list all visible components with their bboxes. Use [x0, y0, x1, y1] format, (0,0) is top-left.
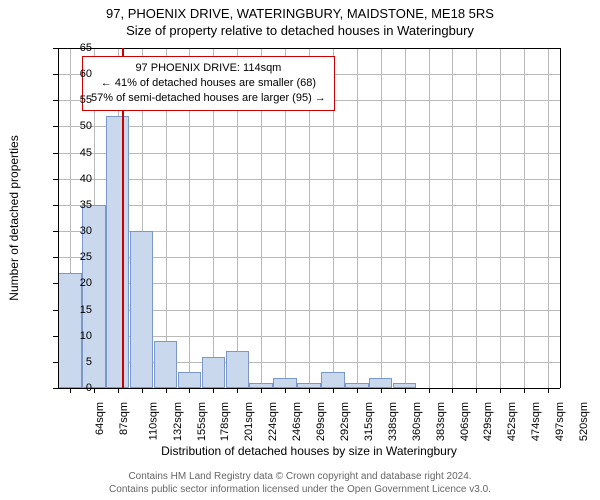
- annotation-line: 97 PHOENIX DRIVE: 114sqm: [91, 61, 326, 76]
- x-tick-label: 155sqm: [196, 402, 208, 441]
- gridline-vertical: [548, 48, 549, 388]
- x-tick-label: 338sqm: [387, 402, 399, 441]
- x-tick-label: 360sqm: [411, 402, 423, 441]
- x-tick-label: 132sqm: [172, 402, 184, 441]
- chart-title-line1: 97, PHOENIX DRIVE, WATERINGBURY, MAIDSTO…: [0, 6, 600, 21]
- x-tick-label: 497sqm: [554, 402, 566, 441]
- x-tick-label: 110sqm: [147, 402, 159, 440]
- histogram-bar: [130, 231, 153, 388]
- histogram-bar: [273, 378, 296, 388]
- y-tick-label: 35: [52, 199, 92, 211]
- histogram-bar: [178, 372, 201, 388]
- footer-attribution: Contains HM Land Registry data © Crown c…: [0, 470, 600, 496]
- gridline-vertical: [476, 48, 477, 388]
- y-tick-label: 30: [52, 225, 92, 237]
- annotation-callout: 97 PHOENIX DRIVE: 114sqm← 41% of detache…: [82, 56, 335, 111]
- x-tick-label: 224sqm: [267, 402, 279, 441]
- x-tick-label: 246sqm: [291, 402, 303, 441]
- y-axis-label: Number of detached properties: [7, 135, 21, 300]
- gridline-vertical: [381, 48, 382, 388]
- histogram-bar: [154, 341, 177, 388]
- y-tick-label: 60: [52, 68, 92, 80]
- x-axis-line: [58, 388, 560, 389]
- x-tick-label: 429sqm: [483, 402, 495, 441]
- annotation-line: 57% of semi-detached houses are larger (…: [91, 91, 326, 106]
- x-axis-label: Distribution of detached houses by size …: [161, 444, 457, 458]
- x-tick-label: 406sqm: [459, 402, 471, 441]
- chart-plot-area: 97 PHOENIX DRIVE: 114sqm← 41% of detache…: [58, 48, 560, 388]
- right-axis-line: [560, 48, 561, 388]
- y-tick-label: 5: [52, 356, 92, 368]
- x-tick-label: 383sqm: [435, 402, 447, 441]
- histogram-bar: [106, 116, 129, 388]
- histogram-bar: [226, 351, 249, 388]
- y-tick-label: 50: [52, 120, 92, 132]
- x-tick-label: 520sqm: [578, 402, 590, 441]
- histogram-bar: [369, 378, 392, 388]
- x-tick-label: 292sqm: [339, 402, 351, 441]
- y-tick-label: 65: [52, 42, 92, 54]
- x-tick-label: 201sqm: [244, 402, 256, 441]
- y-tick-label: 15: [52, 304, 92, 316]
- gridline-vertical: [357, 48, 358, 388]
- gridline-vertical: [452, 48, 453, 388]
- x-tick-label: 474sqm: [530, 402, 542, 441]
- gridline-vertical: [429, 48, 430, 388]
- gridline-vertical: [405, 48, 406, 388]
- chart-title-line2: Size of property relative to detached ho…: [0, 23, 600, 38]
- y-tick-label: 25: [52, 251, 92, 263]
- y-tick-label: 45: [52, 147, 92, 159]
- y-tick-label: 10: [52, 330, 92, 342]
- y-tick-label: 0: [52, 382, 92, 394]
- footer-line1: Contains HM Land Registry data © Crown c…: [0, 470, 600, 483]
- x-tick-label: 178sqm: [220, 402, 232, 441]
- histogram-bar: [202, 357, 225, 388]
- top-axis-line: [58, 48, 560, 49]
- x-tick-label: 64sqm: [94, 402, 106, 435]
- x-tick-label: 87sqm: [118, 402, 130, 435]
- footer-line2: Contains public sector information licen…: [0, 483, 600, 496]
- y-tick-label: 55: [52, 94, 92, 106]
- y-tick-label: 20: [52, 277, 92, 289]
- y-tick-label: 40: [52, 173, 92, 185]
- gridline-vertical: [524, 48, 525, 388]
- histogram-bar: [321, 372, 344, 388]
- x-tick-label: 452sqm: [506, 402, 518, 441]
- gridline-vertical: [500, 48, 501, 388]
- annotation-line: ← 41% of detached houses are smaller (68…: [91, 76, 326, 91]
- chart-title-block: 97, PHOENIX DRIVE, WATERINGBURY, MAIDSTO…: [0, 0, 600, 38]
- x-tick-label: 315sqm: [363, 402, 375, 441]
- x-tick-label: 269sqm: [315, 402, 327, 441]
